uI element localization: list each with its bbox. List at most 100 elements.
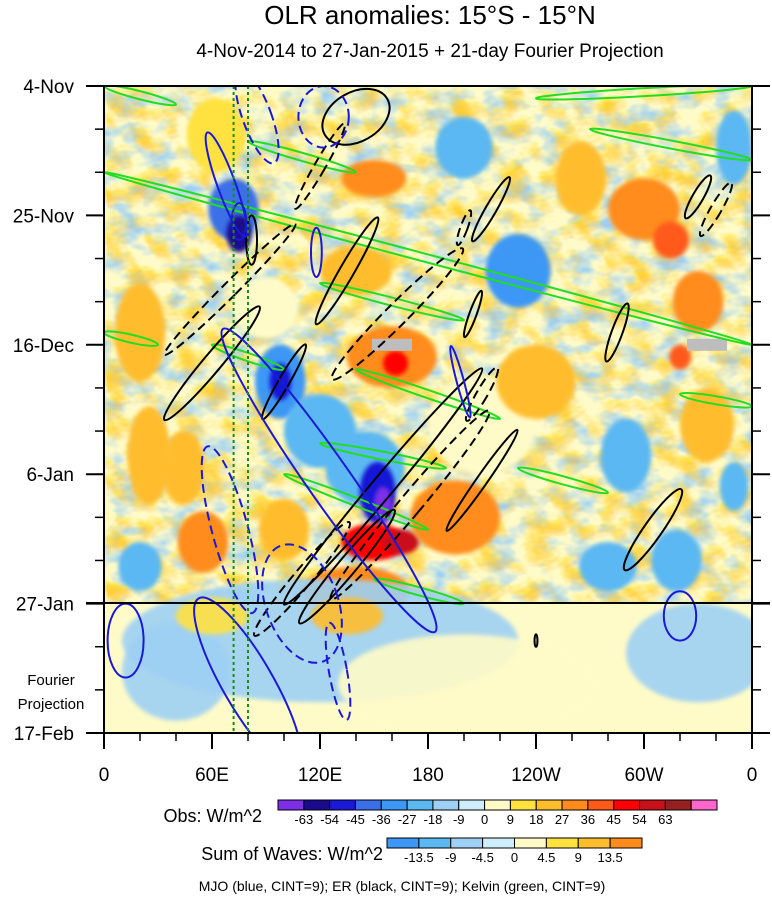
er-contour-4	[282, 367, 484, 606]
er-contour-2	[314, 216, 380, 326]
y-tick-label-3: 6-Jan	[26, 465, 74, 486]
y-tick-label-2: 16-Dec	[13, 336, 74, 357]
mjo-contour-7	[662, 590, 698, 642]
obs-colorbar-level-8: 9	[507, 812, 514, 827]
obs-colorbar-swatch-14	[639, 799, 666, 811]
anomaly-blob-21	[410, 480, 500, 555]
er-contour-19	[698, 181, 734, 238]
er-contour-13	[533, 633, 539, 648]
missing-data-patches	[372, 338, 727, 351]
kelvin-contour-10	[318, 441, 448, 470]
obs-colorbar-swatch-11	[561, 799, 589, 811]
er-contour-18	[252, 521, 352, 637]
anomaly-blob-3	[233, 277, 299, 339]
er-contour-11	[470, 176, 512, 243]
mjo-contour-3	[220, 327, 438, 634]
anomaly-blob-37	[669, 344, 691, 370]
waves-colorbar-level-2: -4.5	[471, 850, 493, 865]
obs-colorbar-swatch-12	[587, 799, 615, 811]
er-contour-0	[245, 214, 259, 266]
x-tick-label-6: 0	[747, 765, 758, 786]
waves-colorbar-swatch-3	[482, 837, 515, 849]
waves-colorbar-swatch-1	[418, 837, 452, 849]
obs-colorbar-level-6: -9	[453, 812, 465, 827]
anomaly-blob-31	[485, 233, 551, 308]
mjo-contour-1	[230, 202, 248, 242]
obs-colorbar-level-10: 27	[555, 812, 569, 827]
mjo-contour-10	[324, 621, 352, 721]
y-tick-label-4: 27-Jan	[16, 595, 74, 616]
anomaly-blob-0	[186, 98, 245, 173]
anomaly-blob-29	[555, 141, 607, 216]
waves-colorbar-level-1: -9	[445, 850, 457, 865]
kelvin-contour-9	[282, 472, 430, 531]
obs-colorbar-swatch-0	[277, 799, 305, 811]
obs-colorbar-label: Obs: W/m^2	[164, 806, 262, 826]
y-axis: 4-Nov 25-Nov 16-Dec 6-Jan 27-Jan 17-Feb	[13, 77, 770, 745]
er-contour-9	[683, 174, 713, 220]
er-contour-6	[445, 428, 519, 532]
er-contour-1	[321, 87, 391, 146]
er-contour-14	[163, 222, 297, 356]
projection-band-1	[626, 603, 752, 703]
anomaly-blob-33	[435, 116, 493, 179]
anomaly-blob-13	[177, 511, 229, 573]
waves-colorbar-level-4: 4.5	[537, 850, 555, 865]
obs-colorbar-swatch-16	[690, 799, 718, 811]
waves-colorbar-swatch-4	[514, 837, 547, 849]
anomaly-blob-28	[127, 406, 171, 506]
anomaly-blob-34	[716, 110, 752, 185]
anomaly-blob-26	[672, 270, 724, 333]
er-contour-10	[462, 289, 484, 339]
anomaly-blob-35	[118, 541, 162, 592]
obs-colorbar-swatch-7	[458, 799, 486, 811]
waves-colorbar-swatch-0	[386, 837, 420, 849]
obs-colorbar-swatch-1	[303, 799, 331, 811]
er-contour-12	[162, 305, 262, 422]
anomaly-blob-20	[341, 159, 407, 197]
x-tick-label-3: 180	[412, 765, 444, 786]
anomaly-blob-36	[579, 541, 637, 592]
obs-colorbar-level-4: -27	[398, 812, 417, 827]
er-contour-16	[330, 247, 465, 381]
chart-title: OLR anomalies: 15°S - 15°N	[264, 0, 596, 30]
x-axis: 0 60E 120E 180 120W 60W 0	[99, 85, 758, 786]
obs-colorbar-swatch-9	[509, 799, 537, 811]
mjo-contour-0	[204, 131, 249, 238]
projection-band-5	[311, 597, 383, 635]
waves-colorbar-label: Sum of Waves: W/m^2	[201, 844, 383, 864]
y-tick-label-1: 25-Nov	[13, 206, 75, 227]
mjo-contour-2	[310, 226, 323, 279]
obs-colorbar-level-3: -36	[372, 812, 391, 827]
waves-colorbar-level-0: -13.5	[404, 850, 434, 865]
anomaly-blob-11	[651, 529, 702, 592]
anomaly-blob-32	[600, 418, 652, 493]
er-contour-15	[293, 122, 347, 210]
projection-label-line1: Fourier	[27, 672, 75, 689]
er-contour-21	[464, 366, 500, 422]
obs-colorbar-swatch-10	[535, 799, 563, 811]
anomaly-blob-30	[258, 498, 310, 561]
y-tick-label-5: 17-Feb	[14, 724, 74, 745]
kelvin-contour-0	[104, 86, 178, 107]
waves-colorbar-swatch-7	[609, 837, 643, 849]
kelvin-contour-12	[516, 466, 610, 495]
projection-label-line2: Projection	[18, 696, 85, 713]
waves-colorbar-level-6: 13.5	[597, 850, 622, 865]
anomaly-blob-24	[653, 221, 689, 259]
obs-colorbar-swatch-5	[406, 799, 434, 811]
projection-band-3	[338, 634, 590, 733]
x-tick-label-2: 120E	[298, 765, 342, 786]
er-contours	[162, 87, 734, 648]
x-tick-label-1: 60E	[195, 765, 229, 786]
mjo-contour-11	[234, 86, 280, 165]
y-tick-label-0: 4-Nov	[23, 77, 74, 98]
anomaly-blob-27	[114, 283, 166, 382]
chart-subtitle: 4-Nov-2014 to 27-Jan-2015 + 21-day Fouri…	[196, 41, 663, 62]
kelvin-contour-8	[354, 368, 502, 421]
waves-colorbar-swatch-2	[450, 837, 484, 849]
missing-data-0	[687, 338, 727, 351]
x-tick-label-5: 60W	[624, 765, 663, 786]
obs-colorbar-level-11: 36	[581, 812, 595, 827]
